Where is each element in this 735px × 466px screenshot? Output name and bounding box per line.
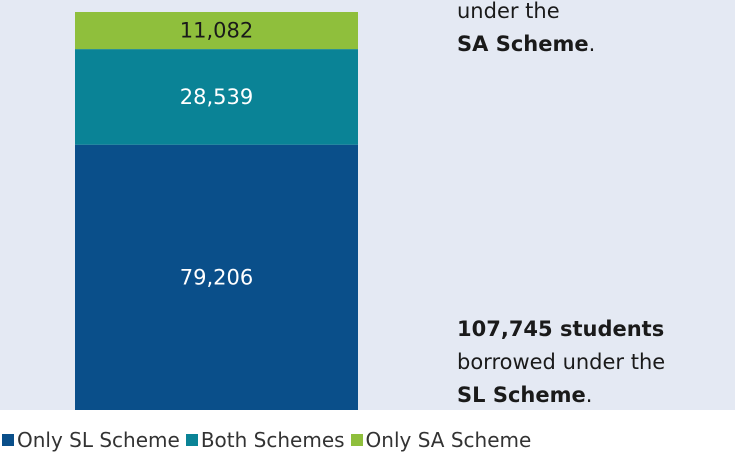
legend-item: Both Schemes xyxy=(185,428,345,452)
bar-segment xyxy=(75,144,358,411)
annotation-text: 107,745 students xyxy=(457,317,664,341)
annotation: 107,745 students xyxy=(457,317,664,341)
data-label: 28,539 xyxy=(180,85,253,109)
bar-segment xyxy=(75,49,358,145)
annotation-text: . xyxy=(586,383,593,407)
bar-segment xyxy=(75,12,358,50)
legend-label: Both Schemes xyxy=(200,428,345,452)
legend-item: Only SA Scheme xyxy=(350,428,532,452)
annotation-text: SA Scheme xyxy=(457,32,589,56)
legend-item: Only SL Scheme xyxy=(2,428,180,452)
legend-swatch xyxy=(185,434,198,446)
data-label: 79,206 xyxy=(180,265,253,289)
legend-swatch xyxy=(2,434,14,446)
legend-label: Only SL Scheme xyxy=(17,428,180,452)
legend-label: Only SA Scheme xyxy=(365,428,532,452)
legend: Only SL Scheme Both Schemes Only SA Scheme xyxy=(2,428,531,452)
annotation: SA Scheme. xyxy=(457,32,595,56)
annotation: SL Scheme. xyxy=(457,383,592,407)
annotation: borrowed under the xyxy=(457,350,665,374)
annotation-text: under the xyxy=(457,0,560,23)
annotation-text: SL Scheme xyxy=(457,383,586,407)
annotation-text: . xyxy=(589,32,596,56)
annotation-text: borrowed under the xyxy=(457,350,665,374)
chart: 79,206 28,539 11,082 under the SA Scheme. 107… xyxy=(0,0,735,411)
annotation: under the xyxy=(457,0,560,23)
data-label: 11,082 xyxy=(180,19,253,43)
legend-swatch xyxy=(350,434,363,446)
